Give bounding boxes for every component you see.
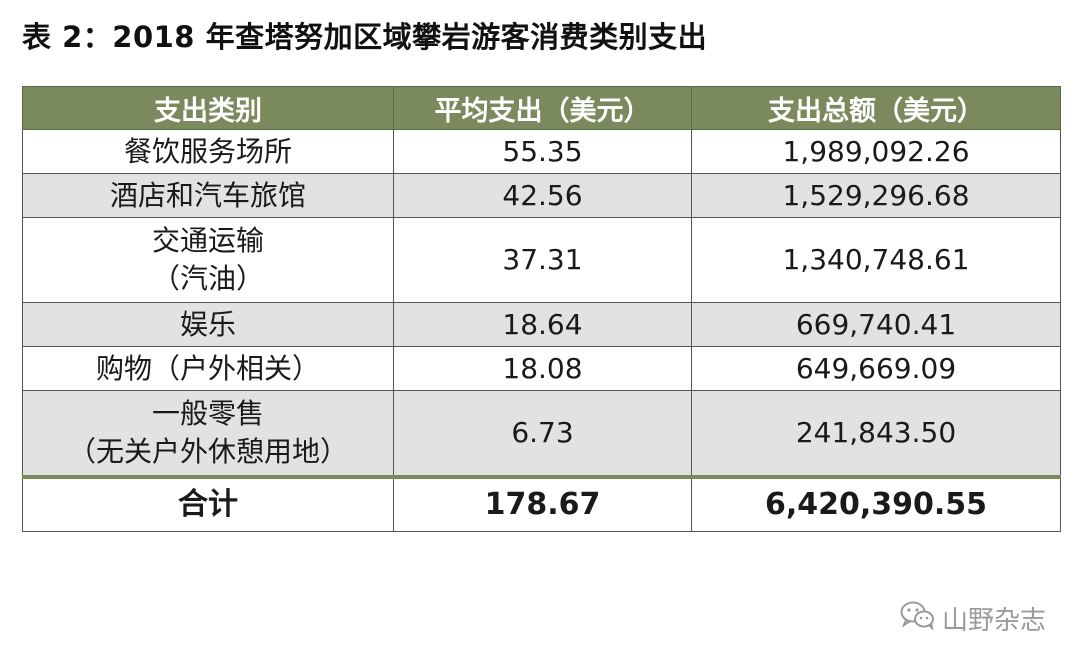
total-cell: 1,529,296.68 xyxy=(691,173,1061,218)
category-cell: 娱乐 xyxy=(22,302,394,347)
average-cell: 55.35 xyxy=(393,129,692,174)
category-cell: 购物（户外相关） xyxy=(22,346,394,391)
total-cell: 241,843.50 xyxy=(691,390,1061,478)
wechat-icon xyxy=(900,600,942,637)
category-label: 交通运输 xyxy=(151,224,264,258)
category-sublabel: （汽油） xyxy=(151,262,264,295)
category-label: 餐饮服务场所 xyxy=(123,134,292,168)
column-header-total: 支出总额（美元） xyxy=(691,86,1061,130)
total-cell: 1,989,092.26 xyxy=(691,129,1061,174)
average-cell: 42.56 xyxy=(393,173,692,218)
total-cell: 1,340,748.61 xyxy=(691,217,1061,303)
category-cell: 酒店和汽车旅馆 xyxy=(22,173,394,218)
table-row: 酒店和汽车旅馆 42.56 1,529,296.68 xyxy=(22,173,1061,218)
table-header-row: 支出类别 平均支出（美元） 支出总额（美元） xyxy=(22,86,1061,130)
category-sublabel: （无关户外休憩用地） xyxy=(67,435,348,468)
column-header-average: 平均支出（美元） xyxy=(393,86,692,130)
column-header-category: 支出类别 xyxy=(22,86,394,130)
average-cell: 6.73 xyxy=(393,390,692,478)
average-cell: 18.64 xyxy=(393,302,692,347)
table-row: 一般零售 （无关户外休憩用地） 6.73 241,843.50 xyxy=(22,390,1061,478)
category-label: 一般零售 xyxy=(151,397,264,431)
category-label: 娱乐 xyxy=(179,307,236,341)
category-label: 购物（户外相关） xyxy=(95,351,320,385)
table-row: 交通运输 （汽油） 37.31 1,340,748.61 xyxy=(22,217,1061,303)
average-cell: 37.31 xyxy=(393,217,692,303)
expenditure-table: 支出类别 平均支出（美元） 支出总额（美元） 餐饮服务场所 55.35 1,98… xyxy=(22,86,1061,532)
total-cell: 649,669.09 xyxy=(691,346,1061,391)
total-amount-cell: 6,420,390.55 xyxy=(691,475,1061,532)
table-row: 娱乐 18.64 669,740.41 xyxy=(22,302,1061,347)
table-row: 购物（户外相关） 18.08 649,669.09 xyxy=(22,346,1061,391)
total-average-cell: 178.67 xyxy=(393,475,692,532)
category-cell: 餐饮服务场所 xyxy=(22,129,394,174)
category-label: 酒店和汽车旅馆 xyxy=(109,178,306,212)
watermark: 山野杂志 xyxy=(900,600,1046,637)
category-cell: 交通运输 （汽油） xyxy=(22,217,394,303)
total-cell: 669,740.41 xyxy=(691,302,1061,347)
total-row: 合计 178.67 6,420,390.55 xyxy=(22,475,1061,532)
watermark-text: 山野杂志 xyxy=(941,606,1046,636)
table-row: 餐饮服务场所 55.35 1,989,092.26 xyxy=(22,129,1061,174)
average-cell: 18.08 xyxy=(393,346,692,391)
table-title: 表 2：2018 年查塔努加区域攀岩游客消费类别支出 xyxy=(22,20,708,54)
total-label-cell: 合计 xyxy=(22,475,394,532)
category-cell: 一般零售 （无关户外休憩用地） xyxy=(22,390,394,478)
